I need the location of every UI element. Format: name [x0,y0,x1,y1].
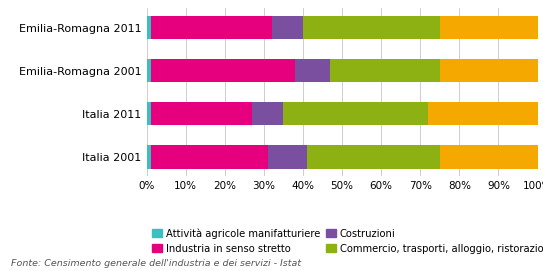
Bar [428,102,538,125]
Bar [268,145,307,169]
Bar [440,16,538,40]
Bar [252,102,283,125]
Bar [303,16,440,40]
Bar [147,16,150,40]
Bar [283,102,428,125]
Bar [440,145,538,169]
Text: Fonte: Censimento generale dell'industria e dei servizi - Istat: Fonte: Censimento generale dell'industri… [11,259,301,268]
Bar [330,59,440,82]
Bar [150,59,295,82]
Bar [307,145,440,169]
Bar [147,145,150,169]
Bar [440,59,538,82]
Bar [272,16,303,40]
Bar [147,102,150,125]
Bar [295,59,330,82]
Bar [147,59,150,82]
Legend: Attività agricole manifatturiere, Industria in senso stretto, Costruzioni, Comme: Attività agricole manifatturiere, Indust… [151,228,543,254]
Bar [150,102,252,125]
Bar [150,145,268,169]
Bar [150,16,272,40]
